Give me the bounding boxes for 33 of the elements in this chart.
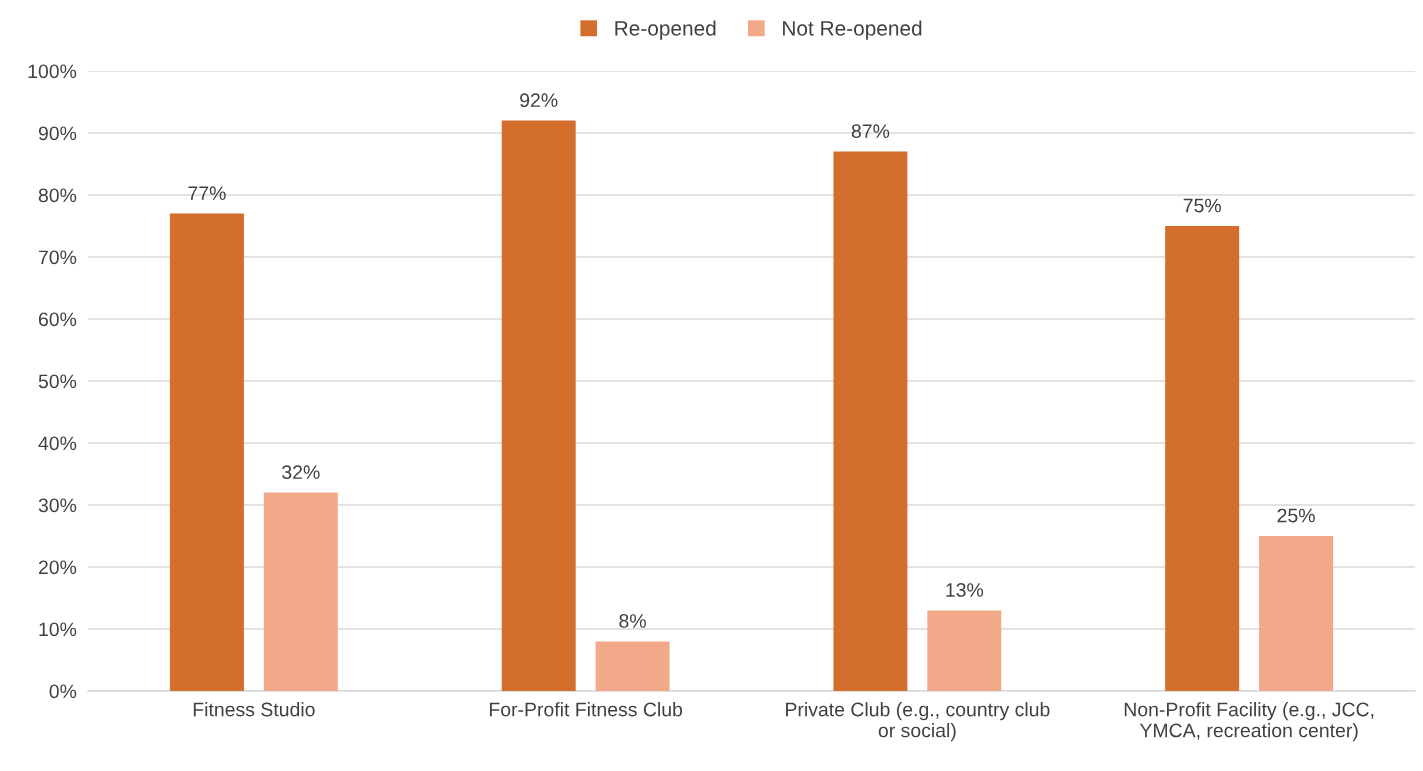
bar	[833, 151, 908, 691]
data-label: 25%	[1277, 508, 1315, 523]
y-tick-label: 50%	[38, 374, 77, 389]
bar	[263, 492, 338, 691]
bar	[169, 213, 244, 691]
y-tick-label: 90%	[38, 126, 77, 141]
y-tick-label: 70%	[38, 250, 77, 265]
y-tick-label: 60%	[38, 312, 77, 327]
x-tick-label: Fitness Studio	[193, 702, 315, 717]
bar	[1259, 536, 1334, 691]
y-tick-label: 0%	[49, 684, 77, 699]
legend-label: Not Re-opened	[783, 20, 922, 40]
bar	[501, 120, 576, 691]
y-tick-label: 30%	[38, 498, 77, 513]
y-tick-label: 100%	[28, 64, 77, 79]
y-tick-label: 10%	[39, 622, 77, 637]
bar	[1165, 226, 1240, 691]
data-label: 77%	[188, 186, 226, 200]
data-label: 32%	[282, 465, 320, 480]
data-label: 13%	[946, 583, 984, 597]
bar	[595, 641, 670, 691]
x-tick-label: Private Club (e.g., country club or social)	[786, 702, 1050, 742]
x-tick-label: Non-Profit Facility (e.g., JCC, YMCA, recreation center)	[1124, 702, 1374, 742]
y-tick-label: 80%	[38, 188, 77, 203]
legend-label: Re-opened	[615, 20, 716, 40]
data-label: 87%	[851, 124, 890, 139]
bar	[927, 610, 1002, 691]
x-tick-label: For-Profit Fitness Club	[489, 702, 683, 717]
y-tick-label: 40%	[38, 436, 77, 451]
data-label: 75%	[1183, 198, 1221, 213]
y-tick-label: 20%	[38, 560, 77, 575]
data-label: 92%	[520, 93, 558, 108]
data-label: 8%	[619, 614, 646, 628]
